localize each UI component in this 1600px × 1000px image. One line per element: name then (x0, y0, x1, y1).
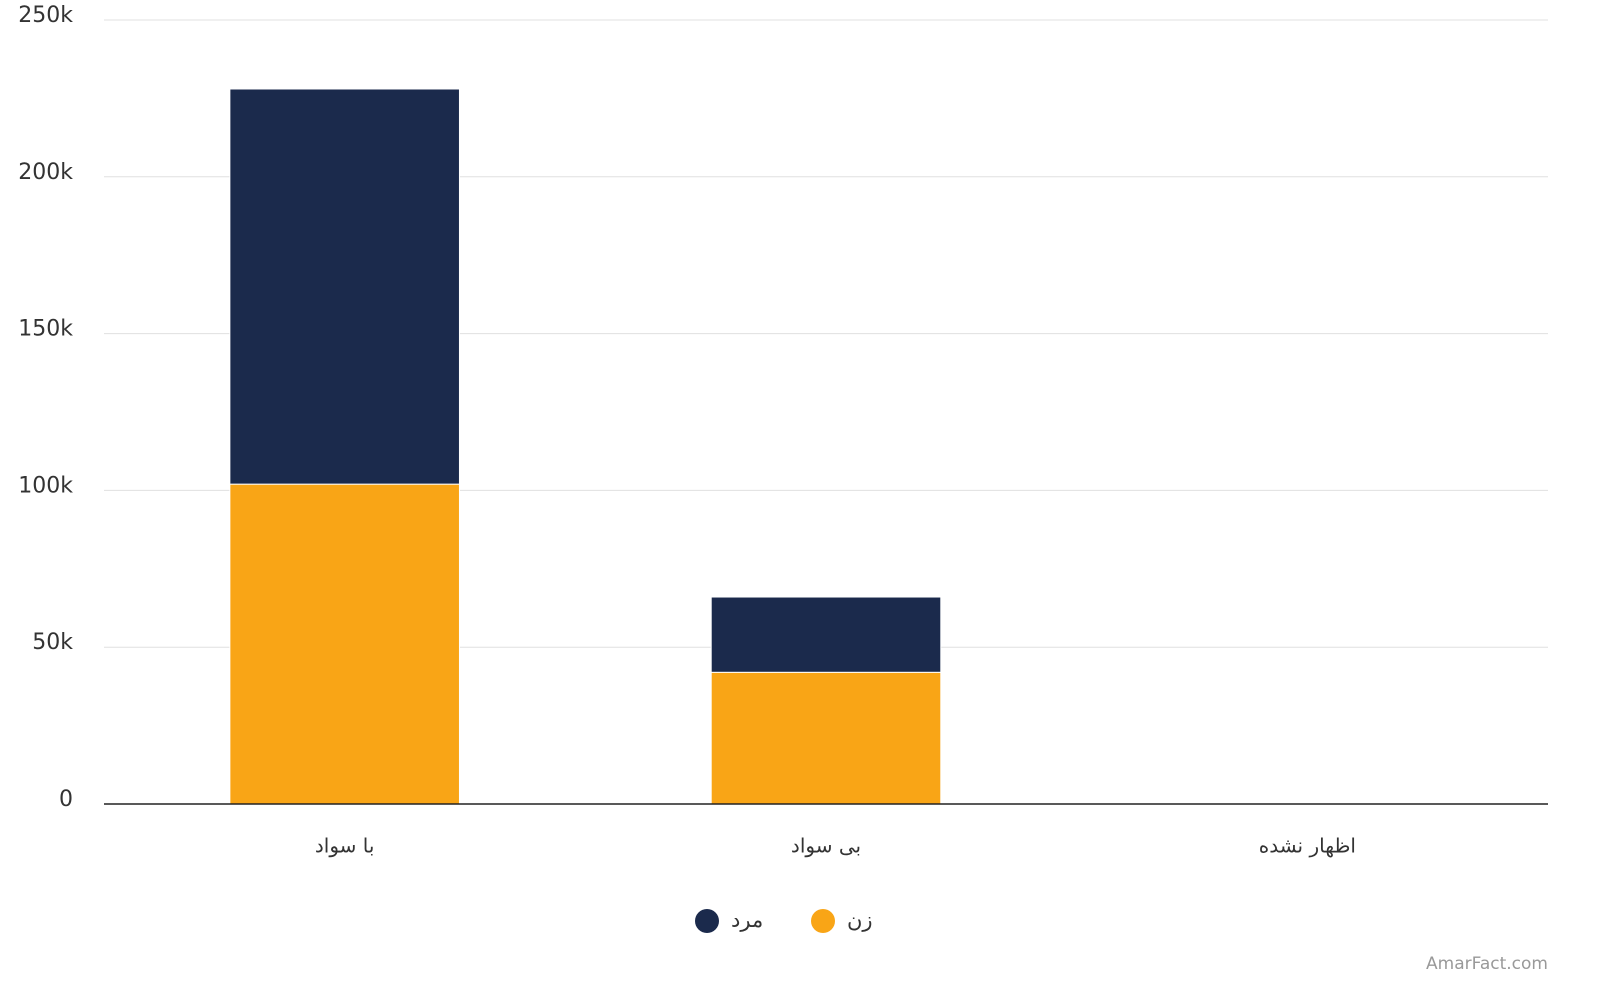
watermark: AmarFact.com (1426, 954, 1548, 974)
y-tick-label: 150k (18, 317, 73, 342)
y-tick-label: 0 (59, 787, 73, 812)
y-tick-label: 100k (18, 473, 73, 498)
y-tick-label: 200k (18, 160, 73, 185)
bar-segment (710, 596, 942, 673)
y-tick-label: 50k (32, 630, 73, 655)
legend-label: زن (847, 908, 873, 932)
y-tick-label: 250k (18, 3, 73, 28)
bar-segment (710, 671, 942, 805)
x-tick-label: با سواد (315, 834, 375, 858)
x-tick-label: اظهار نشده (1259, 834, 1356, 858)
x-tick-label: بی سواد (791, 834, 861, 858)
legend-marker (695, 909, 719, 933)
legend-label: مرد (731, 908, 763, 932)
bar-segment (229, 88, 460, 485)
bar-segment (229, 483, 460, 805)
legend-marker (811, 909, 835, 933)
